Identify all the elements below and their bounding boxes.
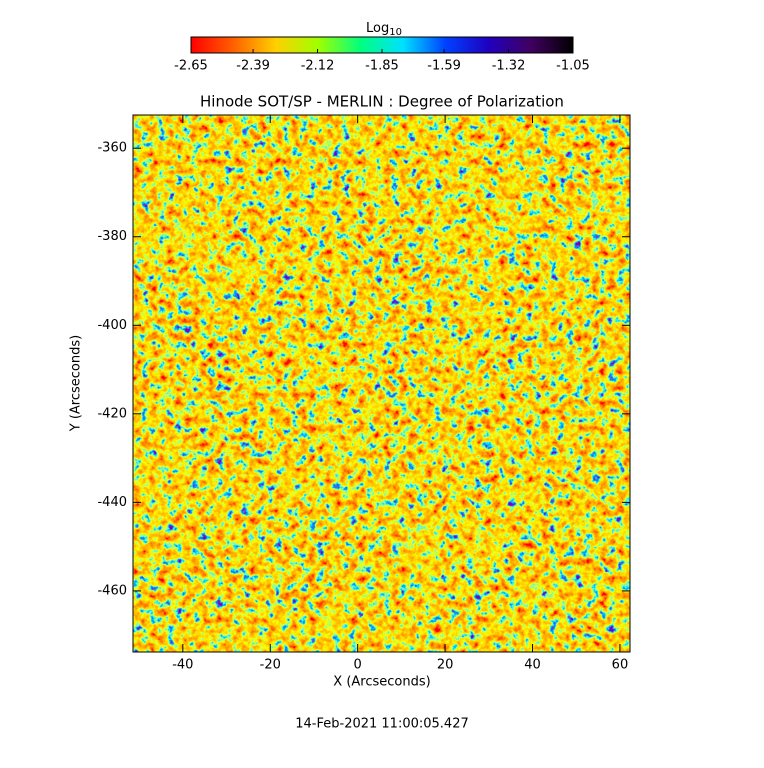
colorbar-label: Log10: [366, 21, 402, 39]
colorbar-tick-label: -2.12: [301, 59, 335, 74]
plot-frame: [132, 114, 631, 653]
x-tick-label: 20: [437, 658, 454, 673]
colorbar-tick-label: -2.65: [174, 59, 208, 74]
colorbar-tick-label: -1.59: [427, 59, 461, 74]
timestamp: 14-Feb-2021 11:00:05.427: [295, 717, 469, 732]
colorbar-tick-label: -1.85: [365, 59, 399, 74]
y-axis-label: Y (Arcseconds): [69, 335, 84, 432]
polarization-image: [133, 115, 630, 652]
x-tick-label: -20: [260, 658, 281, 673]
colorbar-tick-label: -2.39: [236, 59, 270, 74]
colorbar-tick-label: -1.32: [492, 59, 526, 74]
colorbar-tick-label: -1.05: [556, 59, 590, 74]
chart-title: Hinode SOT/SP - MERLIN : Degree of Polar…: [200, 93, 564, 111]
x-tick-label: 60: [612, 658, 629, 673]
y-tick-label: -360: [97, 141, 127, 156]
y-tick-label: -420: [97, 406, 127, 421]
y-tick-label: -460: [97, 583, 127, 598]
x-tick-label: 0: [354, 658, 362, 673]
y-tick-label: -380: [97, 229, 127, 244]
x-axis-label: X (Arcseconds): [333, 675, 430, 690]
x-tick-label: -40: [172, 658, 193, 673]
x-tick-label: 40: [524, 658, 541, 673]
y-tick-label: -440: [97, 495, 127, 510]
y-tick-label: -400: [97, 318, 127, 333]
